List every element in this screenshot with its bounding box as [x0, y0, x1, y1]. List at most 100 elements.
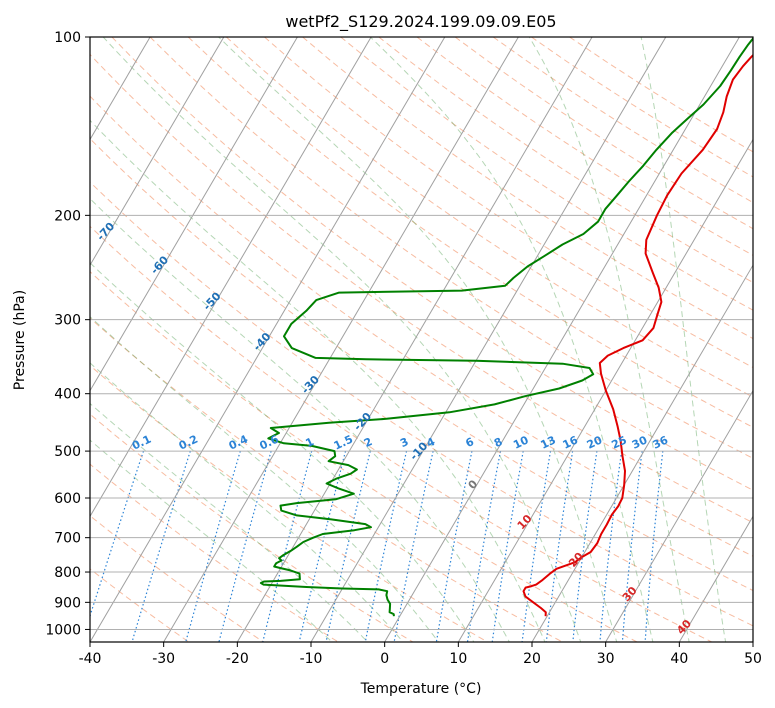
- mixing-ratio-line: [644, 451, 664, 642]
- dry-adiabat: [90, 515, 265, 642]
- isotherm-line: [90, 37, 298, 392]
- dry-adiabat: [264, 37, 753, 369]
- mixing-ratio-line: [521, 451, 552, 642]
- mixing-ratio-label: 30: [630, 433, 650, 451]
- x-tick-label: 10: [449, 651, 467, 667]
- isotherm-label: -90: [0, 152, 10, 176]
- y-tick-label: 1000: [45, 622, 81, 638]
- dry-adiabat: [90, 568, 190, 642]
- isotherm-label: -30: [299, 373, 322, 397]
- isotherm-line: [236, 37, 593, 642]
- dry-adiabat: [340, 37, 753, 311]
- isotherm-line: [90, 37, 151, 141]
- dry-adiabat: [90, 225, 713, 642]
- mixing-ratio-label: 0.1: [130, 433, 153, 453]
- mixing-ratio-line: [131, 450, 191, 642]
- y-tick-label: 400: [54, 387, 81, 403]
- x-axis-label: Temperature (°C): [360, 681, 482, 697]
- gridlines: [90, 37, 753, 642]
- y-tick-label: 900: [54, 595, 81, 611]
- isotherm-line: [531, 264, 753, 642]
- mixing-ratio-label: 16: [561, 433, 581, 451]
- dry-adiabat: [225, 37, 753, 398]
- mixing-ratio-label: 25: [609, 433, 628, 451]
- mixing-ratio-label: 3: [398, 435, 410, 450]
- mixing-ratio-label: 1: [303, 435, 315, 450]
- isotherm-label: 30: [620, 584, 640, 604]
- isotherm-line: [90, 37, 225, 267]
- y-tick-label: 700: [54, 531, 81, 547]
- y-tick-label: 600: [54, 491, 81, 507]
- mixing-ratio-label: 10: [511, 433, 531, 451]
- isotherm-label: 0: [466, 477, 481, 492]
- isotherm-label: 40: [674, 617, 694, 637]
- mixing-ratio-line: [298, 450, 347, 642]
- moist-adiabat: [640, 37, 727, 642]
- isotherm-label: -20: [351, 410, 374, 434]
- mixing-ratio-line: [491, 450, 524, 642]
- isotherm-label: -40: [251, 330, 274, 354]
- dry-adiabat: [569, 37, 753, 153]
- y-tick-label: 300: [54, 313, 81, 329]
- mixing-ratio-label: 1.5: [332, 433, 355, 453]
- dry-adiabat: [416, 37, 753, 256]
- x-tick-label: -20: [226, 651, 249, 667]
- dry-adiabat: [90, 317, 564, 642]
- isotherm-line: [752, 641, 753, 642]
- mixing-ratio-label: 20: [585, 433, 605, 451]
- mixing-ratio-line: [218, 450, 272, 642]
- mixing-ratio-label: 8: [492, 435, 504, 450]
- isotherm-label: 10: [515, 512, 535, 532]
- moist-adiabat: [90, 119, 546, 642]
- x-tick-label: 50: [744, 651, 762, 667]
- dry-adiabat: [149, 37, 753, 459]
- y-tick-label: 100: [54, 30, 81, 46]
- axis-ticks: -40 -30 -20 -10 0 10 20 30 40 5010020030040050060…: [45, 30, 762, 667]
- x-tick-label: 40: [670, 651, 688, 667]
- moist-adiabat: [90, 362, 404, 642]
- isotherm-line: [605, 389, 753, 642]
- x-tick-label: 0: [380, 651, 389, 667]
- x-tick-label: 30: [597, 651, 615, 667]
- moist-adiabat: [90, 262, 475, 642]
- mixing-ratio-label: 0.4: [227, 432, 250, 452]
- x-tick-label: -10: [300, 651, 323, 667]
- y-axis-label: Pressure (hPa): [12, 290, 28, 390]
- dry-adiabat: [90, 463, 340, 642]
- mixing-ratio-label: 2: [362, 435, 374, 450]
- isotherm-label: -50: [201, 289, 224, 313]
- moist-adiabat: [102, 37, 582, 642]
- chart-title: wetPf2_S129.2024.199.09.09.E05: [285, 12, 556, 32]
- dry-adiabat: [302, 37, 753, 340]
- mixing-ratio-label: 0.2: [177, 433, 200, 453]
- dry-adiabat: [90, 95, 753, 557]
- y-tick-label: 500: [54, 444, 81, 460]
- moist-adiabat: [369, 37, 654, 642]
- series-line-1: [522, 53, 753, 617]
- isotherm-line: [90, 37, 446, 642]
- dry-adiabat: [111, 37, 753, 491]
- isotherm-line: [310, 37, 667, 642]
- series-line-2: [259, 37, 753, 617]
- mixing-ratio-label: 13: [539, 433, 558, 451]
- moist-adiabat: [90, 402, 369, 642]
- moist-adiabat: [90, 439, 333, 642]
- isotherm-line: [457, 138, 753, 642]
- isotherm-line: [384, 37, 740, 642]
- dry-adiabat: [187, 37, 753, 428]
- isotherm-line: [678, 515, 753, 642]
- isotherm-label: -70: [94, 220, 117, 244]
- y-tick-label: 200: [54, 208, 81, 224]
- moist-adiabat: [90, 197, 510, 642]
- y-tick-label: 800: [54, 565, 81, 581]
- x-tick-label: -30: [152, 651, 175, 667]
- isotherm-line: [163, 37, 519, 642]
- mixing-ratio-label: 0.6: [258, 432, 281, 452]
- moist-adiabat: [90, 315, 440, 642]
- profile-lines: [259, 37, 753, 617]
- dry-adiabat: [90, 53, 753, 524]
- isotherm-line: [90, 37, 372, 518]
- moist-adiabat: [528, 37, 690, 642]
- mixing-ratio-label: 36: [651, 433, 671, 451]
